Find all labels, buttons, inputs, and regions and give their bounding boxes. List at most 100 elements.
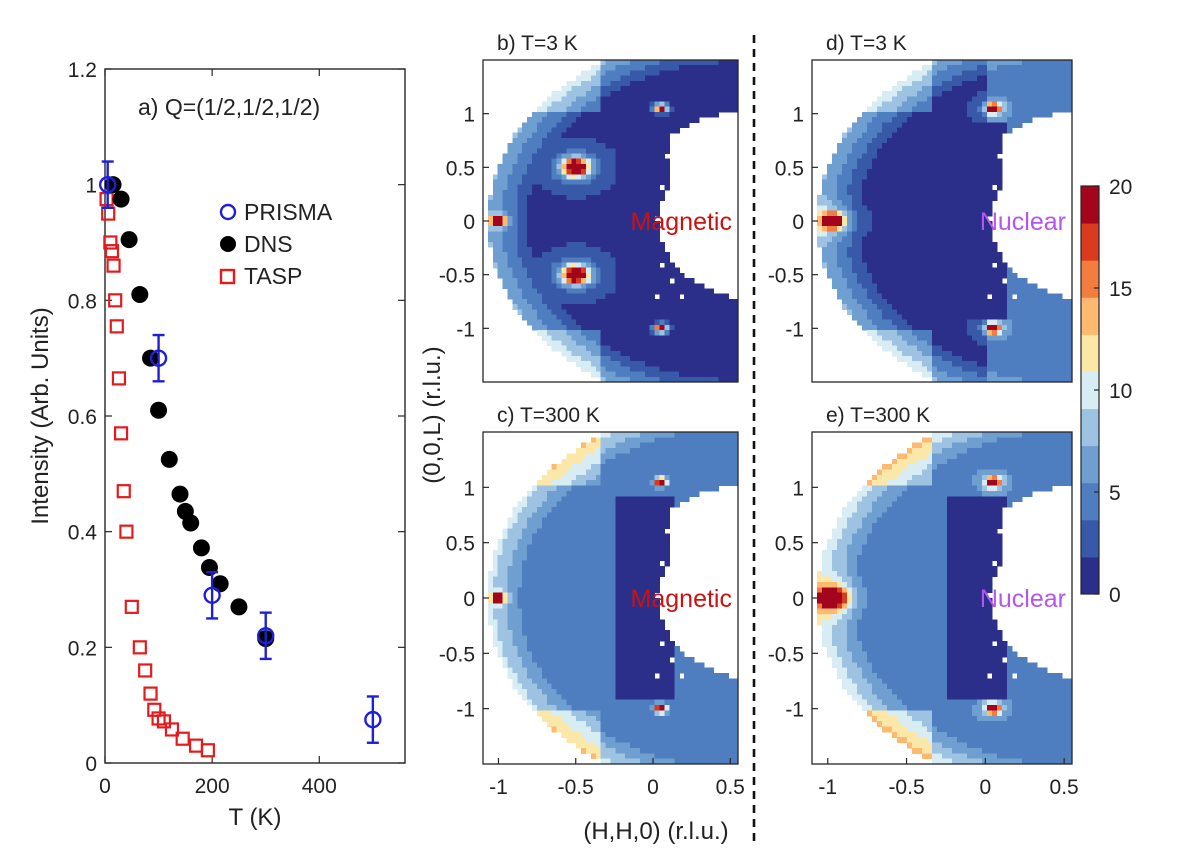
heatmap-cell bbox=[635, 262, 641, 269]
heatmap-cell bbox=[532, 571, 538, 578]
heatmap-cell bbox=[644, 189, 651, 196]
heatmap-cell bbox=[698, 710, 705, 717]
heatmap-cell bbox=[674, 672, 680, 679]
heatmap-cell bbox=[649, 512, 656, 519]
heatmap-cell bbox=[615, 737, 621, 744]
heatmap-cell bbox=[713, 448, 719, 455]
heatmap-cell bbox=[992, 106, 998, 113]
heatmap-cell bbox=[713, 737, 719, 744]
heatmap-cell bbox=[1042, 85, 1048, 92]
heatmap-cell bbox=[630, 442, 636, 449]
heatmap-cell bbox=[649, 252, 656, 258]
heatmap-cell bbox=[541, 330, 548, 336]
heatmap-cell bbox=[718, 314, 724, 321]
heatmap-cell bbox=[581, 106, 587, 113]
heatmap-cell bbox=[688, 721, 695, 728]
heatmap-cell bbox=[556, 106, 563, 113]
heatmap-cell bbox=[620, 742, 626, 749]
heatmap-cell bbox=[551, 667, 558, 674]
heatmap-cell bbox=[571, 555, 577, 562]
heatmap-cell bbox=[581, 608, 587, 615]
heatmap-cell bbox=[590, 179, 597, 186]
heatmap-cell bbox=[610, 726, 616, 733]
heatmap-cell bbox=[693, 350, 700, 357]
heatmap-cell bbox=[517, 640, 523, 647]
heatmap-cell bbox=[635, 442, 641, 449]
heatmap-cell bbox=[615, 189, 621, 196]
heatmap-cell bbox=[669, 309, 675, 316]
heatmap-cell bbox=[551, 96, 558, 103]
heatmap-cell bbox=[972, 96, 978, 103]
heatmap-cell bbox=[571, 174, 577, 181]
heatmap-cell bbox=[1002, 106, 1008, 113]
heatmap-cell bbox=[561, 267, 567, 274]
heatmap-cell bbox=[595, 458, 602, 465]
heatmap-cell bbox=[571, 646, 577, 653]
heatmap-cell bbox=[957, 60, 963, 66]
heatmap-cell bbox=[610, 592, 616, 599]
heatmap-cell bbox=[610, 758, 616, 765]
heatmap-cell bbox=[693, 699, 700, 706]
heatmap-cell bbox=[625, 200, 631, 207]
heatmap-cell bbox=[649, 592, 656, 599]
heatmap-cell bbox=[932, 60, 938, 66]
heatmap-cell bbox=[571, 80, 577, 87]
heatmap-cell bbox=[581, 226, 587, 232]
heatmap-cell bbox=[649, 106, 656, 113]
heatmap-cell bbox=[728, 678, 734, 685]
heatmap-cell bbox=[635, 298, 641, 305]
heatmap-cell bbox=[502, 619, 509, 626]
heatmap-cell bbox=[566, 694, 572, 701]
heatmap-cell bbox=[561, 132, 567, 139]
heatmap-cell bbox=[669, 96, 675, 103]
heatmap-cell bbox=[649, 335, 656, 342]
heatmap-cell bbox=[698, 91, 705, 97]
heatmap-cell bbox=[684, 672, 690, 679]
heatmap-cell bbox=[649, 646, 656, 653]
heatmap-cell bbox=[733, 345, 739, 352]
heatmap-cell bbox=[688, 288, 695, 295]
heatmap-cell bbox=[733, 737, 739, 744]
heatmap-cell bbox=[527, 581, 533, 588]
heatmap-cell bbox=[610, 458, 616, 465]
heatmap-cell bbox=[635, 533, 641, 540]
heatmap-cell bbox=[522, 672, 528, 679]
heatmap-cell bbox=[644, 442, 651, 449]
heatmap-cell bbox=[713, 672, 719, 679]
heatmap-cell bbox=[576, 340, 582, 347]
heatmap-cell bbox=[605, 153, 612, 160]
heatmap-cell bbox=[684, 111, 690, 118]
heatmap-cell bbox=[688, 65, 695, 71]
heatmap-cell bbox=[517, 153, 523, 160]
heatmap-cell bbox=[723, 448, 729, 455]
heatmap-cell bbox=[532, 283, 538, 290]
heatmap-cell bbox=[644, 517, 651, 524]
heatmap-cell bbox=[654, 158, 661, 165]
heatmap-cell bbox=[620, 376, 626, 383]
heatmap-cell bbox=[610, 132, 616, 139]
heatmap-cell bbox=[556, 571, 563, 578]
heatmap-cell bbox=[507, 184, 514, 191]
heatmap-cell bbox=[987, 60, 993, 66]
heatmap-cell bbox=[595, 195, 602, 201]
heatmap-cell bbox=[527, 163, 533, 170]
heatmap-cell bbox=[664, 437, 670, 444]
heatmap-cell bbox=[654, 464, 661, 471]
heatmap-cell bbox=[571, 226, 577, 232]
heatmap-cell bbox=[551, 576, 558, 583]
heatmap-cell bbox=[615, 539, 621, 546]
heatmap-cell bbox=[669, 662, 675, 669]
heatmap-cell bbox=[679, 314, 685, 321]
heatmap-cell bbox=[703, 715, 710, 722]
heatmap-cell bbox=[723, 106, 729, 113]
heatmap-cell bbox=[620, 689, 626, 695]
heatmap-cell bbox=[620, 565, 626, 572]
heatmap-cell bbox=[615, 474, 621, 481]
heatmap-cell bbox=[512, 257, 518, 264]
heatmap-cell bbox=[522, 539, 528, 546]
heatmap-cell bbox=[630, 200, 636, 207]
heatmap-cell bbox=[541, 132, 548, 139]
heatmap-cell bbox=[590, 101, 597, 108]
heatmap-cell bbox=[527, 262, 533, 269]
heatmap-cell bbox=[1052, 70, 1058, 77]
